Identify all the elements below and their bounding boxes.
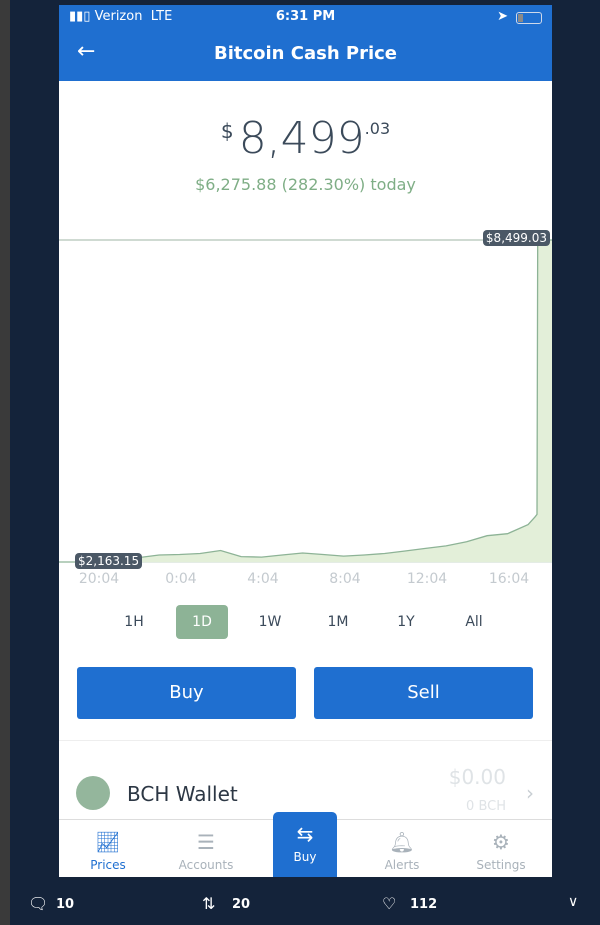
wallet-name: BCH Wallet (127, 782, 238, 806)
range-tab-all[interactable]: All (465, 614, 483, 630)
back-arrow-icon[interactable]: ← (77, 39, 96, 64)
app-header: ▮▮▯ Verizon LTE 6:31 PM ➤ ← Bitcoin Cash… (59, 5, 552, 81)
chevron-down-icon[interactable]: ∨ (568, 894, 579, 910)
network: LTE (150, 9, 173, 24)
chevron-right-icon: › (526, 781, 534, 805)
reply-count: 10 (56, 897, 75, 912)
retweet-count: 20 (232, 897, 251, 912)
nav-label: Accounts (178, 858, 234, 872)
list-icon: ☰ (197, 830, 215, 854)
current-price: $ 8,499.03 (59, 113, 552, 164)
x-tick-label: 12:04 (406, 571, 448, 587)
x-tick-label: 16:04 (488, 571, 530, 587)
x-tick-label: 4:04 (247, 571, 279, 587)
range-tab-1w[interactable]: 1W (258, 614, 282, 630)
like-icon[interactable]: ♡ (382, 894, 397, 913)
wallet-value: $0.00 (448, 765, 506, 789)
nav-accounts[interactable]: ☰ Accounts (157, 820, 255, 877)
buy-button[interactable]: Buy (77, 667, 296, 719)
nav-alerts[interactable]: 🔔︎ Alerts (353, 820, 451, 877)
clock: 6:31 PM (275, 9, 336, 24)
price-chart[interactable] (59, 230, 552, 570)
price-integer: 8,499 (238, 113, 365, 164)
gear-icon: ⚙ (492, 830, 510, 854)
like-count: 112 (410, 897, 438, 912)
chart-icon: 📈︎ (95, 830, 121, 854)
status-bar: ▮▮▯ Verizon LTE 6:31 PM ➤ (59, 9, 552, 29)
price-change: $6,275.88 (282.30%) today (195, 175, 416, 194)
phone-screenshot: ▮▮▯ Verizon LTE 6:31 PM ➤ ← Bitcoin Cash… (59, 5, 552, 877)
range-tab-1h[interactable]: 1H (124, 614, 144, 630)
nav-label: Buy (293, 850, 317, 864)
nav-settings[interactable]: ⚙ Settings (452, 820, 550, 877)
sell-button[interactable]: Sell (314, 667, 533, 719)
carrier-name: Verizon (94, 9, 143, 24)
x-tick-label: 20:04 (78, 571, 120, 587)
nav-label: Settings (476, 858, 526, 872)
page-title: Bitcoin Cash Price (213, 43, 398, 64)
bottom-nav: 📈︎ Prices ☰ Accounts ⇆ Buy 🔔︎ Alerts ⚙ Settin… (59, 812, 552, 877)
nav-label: Prices (90, 858, 126, 872)
bch-wallet-row[interactable]: BCH Wallet $0.00 0 BCH › (59, 740, 552, 820)
range-tab-1m[interactable]: 1M (327, 614, 349, 630)
wallet-amount: 0 BCH (466, 799, 506, 814)
signal-icon: ▮▮▯ (69, 9, 95, 24)
price-currency: $ (220, 119, 234, 143)
high-label: $8,499.03 (482, 230, 550, 246)
battery-icon (516, 12, 542, 24)
wallet-icon (76, 776, 110, 810)
carrier: ▮▮▯ Verizon LTE (69, 9, 172, 24)
exchange-icon: ⇆ (296, 822, 314, 846)
range-tab-1y[interactable]: 1Y (397, 614, 415, 630)
retweet-icon[interactable]: ⇅ (202, 894, 216, 913)
bell-icon: 🔔︎ (389, 830, 415, 854)
price-line (59, 239, 552, 563)
location-icon: ➤ (497, 9, 508, 24)
nav-label: Alerts (384, 858, 420, 872)
low-label: $2,163.15 (75, 553, 143, 569)
nav-buy[interactable]: ⇆ Buy (273, 812, 337, 877)
range-tab-1d[interactable]: 1D (176, 605, 228, 639)
nav-prices[interactable]: 📈︎ Prices (59, 820, 157, 877)
x-tick-label: 8:04 (329, 571, 361, 587)
window-edge (0, 0, 10, 925)
price-cents: .03 (364, 119, 391, 138)
x-tick-label: 0:04 (165, 571, 197, 587)
reply-icon[interactable]: 🗨︎ (28, 894, 49, 913)
price-area (59, 240, 552, 562)
